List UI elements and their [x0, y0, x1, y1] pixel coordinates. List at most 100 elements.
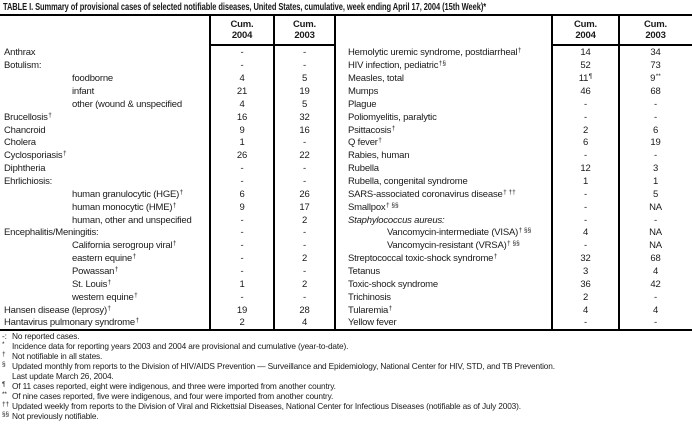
footnote-text: Updated weekly from reports to the Divis…	[12, 401, 521, 411]
case-count: -	[240, 253, 244, 265]
footnote-text: Of nine cases reported, five were indige…	[12, 391, 334, 401]
case-count: 2	[239, 317, 245, 329]
case-count: 19	[299, 86, 310, 97]
cum-2003-cell: 19	[274, 86, 335, 97]
footnote-marker: ¶	[588, 73, 593, 81]
case-count: 17	[299, 201, 310, 213]
disease-name-cell: Tetanus	[335, 266, 552, 277]
cum-label: Cum.	[230, 19, 254, 30]
case-count: -	[303, 291, 306, 303]
cum-2004-cell: 9	[210, 125, 274, 136]
case-count: 68	[650, 253, 661, 265]
disease-label: Botulism:	[4, 60, 42, 72]
case-count: 2	[582, 291, 589, 303]
cum-2003-cell: 68	[619, 86, 692, 97]
case-count: 16	[299, 124, 310, 136]
disease-label: Measles, total	[348, 73, 404, 85]
cum-2003-cell: 6	[619, 125, 692, 136]
footnote-line: Last update March 26, 2004.	[2, 371, 690, 381]
cum-2003-cell: NA	[619, 202, 692, 213]
case-count: -	[303, 227, 306, 239]
cum-2004-cell: -	[210, 253, 274, 264]
case-count: -	[654, 111, 657, 123]
case-count: -	[584, 317, 587, 329]
table-title: TABLE I. Summary of provisional cases of…	[3, 2, 487, 13]
case-count: 6	[652, 124, 659, 136]
case-count: -	[303, 163, 306, 175]
footnote-line: -: No reported cases.	[2, 331, 690, 341]
cum-2003-cell: -	[274, 227, 335, 238]
disease-name-cell: Vancomycin-resistant (VRSA)† §§	[335, 240, 552, 251]
footnote-marker: †	[172, 240, 177, 248]
footnote-line: § Updated monthly from reports to the Div…	[2, 361, 690, 372]
cum-2004-cell: 19	[210, 305, 274, 316]
case-count: 9	[239, 201, 245, 213]
disease-label: western equine	[72, 291, 134, 303]
cum-2004-cell: -	[552, 240, 619, 251]
footnote-symbol: ††	[2, 400, 9, 408]
table-row: Cholera 1 -	[0, 137, 335, 150]
col-header-left-cum-2004: Cum. 2004	[210, 17, 274, 43]
case-count: 4	[652, 304, 659, 316]
disease-name-cell: Toxic-shock syndrome	[335, 279, 552, 290]
disease-name-cell: Staphylococcus aureus:	[335, 215, 552, 226]
table-row: Rubella 12 3	[335, 162, 692, 175]
disease-name-cell: St. Louis†	[0, 279, 210, 290]
disease-name-cell: human, other and unspecified	[0, 215, 210, 226]
case-count: 9	[239, 124, 245, 136]
disease-label: HIV infection, pediatric	[348, 60, 439, 72]
footnote-text: Incidence data for reporting years 2003 …	[12, 341, 349, 351]
case-count: 2	[301, 253, 308, 265]
disease-name-cell: Powassan†	[0, 266, 210, 277]
table-row: Plague - -	[335, 98, 692, 111]
cum-2004-cell: -	[210, 292, 274, 303]
disease-label: St. Louis	[72, 278, 108, 290]
disease-label: Yellow fever	[348, 317, 397, 329]
case-count: 22	[299, 150, 310, 162]
disease-name-cell: foodborne	[0, 73, 210, 84]
table-row: California serogroup viral† - -	[0, 239, 335, 252]
disease-label: California serogroup viral	[72, 240, 173, 252]
disease-label: human granulocytic (HGE)	[72, 188, 180, 200]
case-count: NA	[649, 227, 662, 239]
cum-2003-cell: -	[619, 99, 692, 110]
case-count: -	[654, 317, 657, 329]
disease-label: Streptococcal toxic-shock syndrome	[348, 253, 494, 265]
disease-name-cell: Trichinosis	[335, 292, 552, 303]
footnote-line: §§ Not previously notifiable.	[2, 411, 690, 422]
footnote-marker: †	[107, 278, 112, 286]
table-row: Q fever† 6 19	[335, 137, 692, 150]
table-row: Diphtheria - -	[0, 162, 335, 175]
footnote-marker: † §§	[507, 240, 520, 248]
case-count: 16	[236, 111, 248, 123]
case-count: NA	[649, 240, 662, 252]
case-count: 19	[650, 137, 661, 149]
cum-2003-cell: 42	[619, 279, 692, 290]
cum-2003-cell: 73	[619, 60, 692, 71]
footnote-marker: †	[517, 47, 522, 55]
table-row: Brucellosis† 16 32	[0, 111, 335, 124]
disease-name-cell: Hantavirus pulmonary syndrome†	[0, 317, 210, 328]
cum-2003-cell: -	[274, 137, 335, 148]
table-row: western equine† - -	[0, 291, 335, 304]
cum-2003-cell: 3	[619, 163, 692, 174]
cum-2003-cell: 32	[274, 112, 335, 123]
cum-2003-cell: 4	[274, 317, 335, 328]
table-row: Trichinosis 2 -	[335, 291, 692, 304]
case-count: 21	[236, 86, 248, 97]
disease-name-cell: Cholera	[0, 137, 210, 148]
footnote-marker: †	[493, 253, 498, 261]
disease-label: Hansen disease (leprosy)	[4, 304, 107, 316]
disease-label: eastern equine	[72, 253, 133, 265]
table-row: SARS-associated coronavirus disease† †† -…	[335, 188, 692, 201]
disease-name-cell: Q fever†	[335, 137, 552, 148]
case-count: 32	[580, 253, 591, 265]
cum-2004-cell: 12	[552, 163, 619, 174]
disease-name-cell: Tularemia†	[335, 305, 552, 316]
disease-name-cell: Rubella, congenital syndrome	[335, 176, 552, 187]
case-count: 9	[650, 73, 656, 85]
case-count: 11	[578, 73, 589, 85]
disease-label: Vancomycin-resistant (VRSA)	[387, 240, 507, 252]
case-count: -	[654, 150, 657, 162]
case-count: -	[240, 291, 244, 303]
